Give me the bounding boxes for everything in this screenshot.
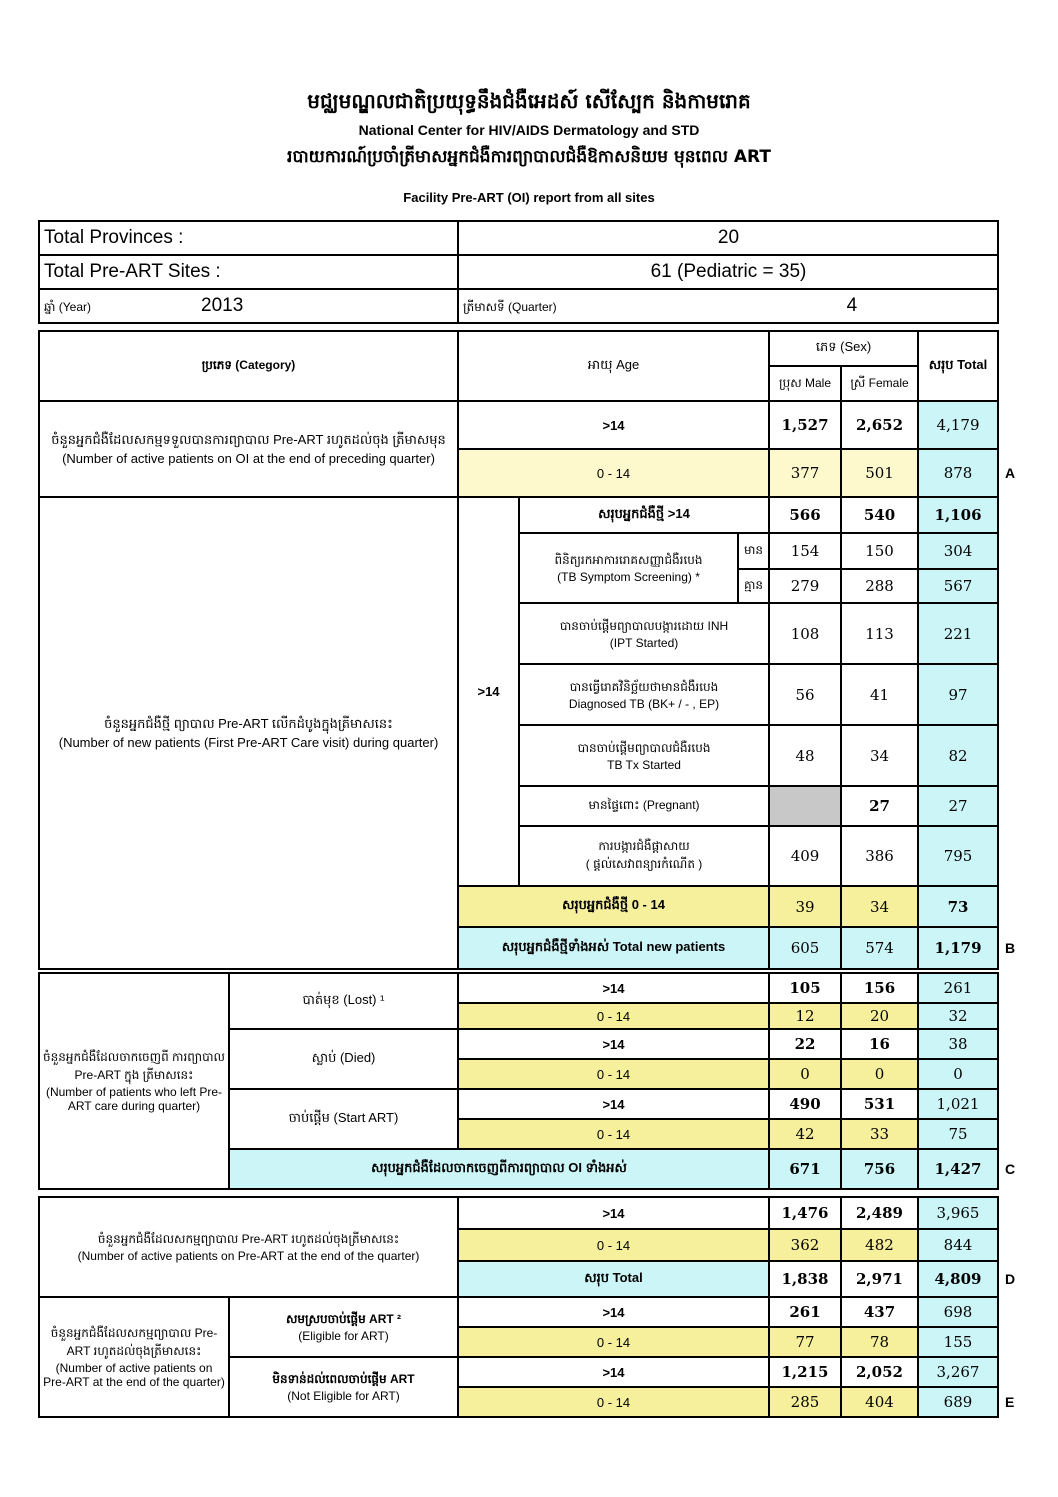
year-label: ឆ្នាំ (Year) (44, 300, 91, 314)
table-row: 0 - 14 377 501 878 A (39, 448, 1018, 498)
table-row: សរុបអ្នកជំងឺដែលចាកចេញពីការព្យាបាល OI ទាំ… (39, 1148, 1018, 1190)
group-label: បាត់មុខ (Lost) ¹ (228, 972, 459, 1030)
main-table: ប្រភេទ (Category) អាយុ Age ភេទ (Sex) សរុ… (37, 330, 1018, 970)
table-row: 0 - 14 12 20 32 (39, 1002, 1018, 1030)
table-row: បានចាប់ផ្តើមព្យាបាលបង្ការដោយ INH (IPT Sta… (39, 602, 1018, 665)
group-label: សមស្របចាប់ផ្តើម ART ² (Eligible for ART) (228, 1296, 459, 1358)
table-row: ចំនួនអ្នកជំងឺថ្មី ព្យាបាល Pre-ART លើកដំប… (37, 496, 1018, 970)
category-header: ប្រភេទ (Category) (37, 330, 460, 402)
provinces-label: Total Provinces : (38, 220, 459, 256)
table-row: ចំនួនអ្នកជំងឺដែលសកម្មព្យាបាល Pre-ART រហូ… (38, 1296, 1018, 1418)
sex-header: ភេទ (Sex) (768, 330, 920, 367)
section-c-table: ចំនួនអ្នកជំងឺដែលចាកចេញពី ការព្យាបាល Pre-… (38, 972, 1019, 1190)
kh-subtitle: របាយការណ៍ប្រចាំត្រីមាសអ្នកជំងឺការព្យាបាល… (287, 147, 771, 167)
table-row: បានធ្វើរោគវិនិច្ឆ័យថាមានជំងឺរបេង Diagnose… (39, 663, 1018, 726)
year-value: 2013 (201, 295, 244, 316)
group-label: មិនទាន់ដល់ពេលចាប់ផ្តើម ART (Not Eligible … (228, 1356, 459, 1418)
table-row: សរុបអ្នកជំងឺថ្មីទាំងអស់ Total new patien… (39, 926, 1018, 970)
provinces-value: 20 (457, 220, 999, 256)
table-row: មានផ្ទៃពោះ (Pregnant) 27 27 (39, 785, 1018, 827)
table-row: 0 - 14 77 78 155 (39, 1326, 1018, 1358)
quarter-value: 4 (846, 295, 858, 316)
group-label: ស្លាប់ (Died) (228, 1028, 459, 1090)
section-de-table: ចំនួនអ្នកជំងឺដែលសកម្មព្យាបាល Pre-ART រហូ… (38, 1196, 1019, 1418)
table-row: ចំនួនអ្នកជំងឺដែលសកម្មព្យាបាល Pre-ART រហូ… (38, 1196, 1018, 1298)
table-row: ពិនិត្យរកអាការរោគសញ្ញាជំងឺរបេង (TB Sympto… (39, 532, 1018, 604)
section-letter: E (1005, 1394, 1015, 1410)
table-row: ចំនួនអ្នកជំងឺដែលសកម្មទទួលបានការព្យាបាល P… (37, 400, 1018, 498)
section-c-label: ចំនួនអ្នកជំងឺដែលចាកចេញពី ការព្យាបាល Pre-… (38, 972, 230, 1190)
en-title: National Center for HIV/AIDS Dermatology… (358, 122, 700, 138)
sites-label: Total Pre-ART Sites : (38, 254, 459, 290)
quarter-cell: ត្រីមាសទី (Quarter) 4 (457, 288, 999, 324)
table-row: ចំនួនអ្នកជំងឺដែលចាកចេញពី ការព្យាបាល Pre-… (38, 972, 1018, 1190)
table-row: ការបង្ការជំងឺផ្តាសាយ( ផ្តល់សេវាពន្យារកំណ… (39, 825, 1018, 887)
year-cell: ឆ្នាំ (Year) 2013 (38, 288, 459, 324)
table-row: ស្លាប់ (Died) >14 22 16 38 (39, 1028, 1018, 1090)
group-label: ចាប់ផ្តើម (Start ART) (228, 1088, 459, 1150)
section-a-label: ចំនួនអ្នកជំងឺដែលសកម្មទទួលបានការព្យាបាល P… (37, 400, 460, 498)
table-row: បានចាប់ផ្តើមព្យាបាលជំងឺរបេង TB Tx Started… (39, 724, 1018, 787)
table-row: ចាប់ផ្តើម (Start ART) >14 490 531 1,021 (39, 1088, 1018, 1150)
table-row: មិនទាន់ដល់ពេលចាប់ផ្តើម ART (Not Eligible … (39, 1356, 1018, 1418)
empty-cell (768, 785, 843, 827)
section-letter: A (1005, 465, 1016, 481)
table-row: 0 - 14 0 0 0 (39, 1058, 1018, 1090)
quarter-label: ត្រីមាសទី (Quarter) (463, 300, 557, 314)
info-table: Total Provinces :20 Total Pre-ART Sites … (38, 220, 999, 324)
male-header: ប្រុស Male (768, 365, 843, 402)
section-d-label: ចំនួនអ្នកជំងឺដែលសកម្មព្យាបាល Pre-ART រហូ… (38, 1196, 459, 1298)
table-row: គ្មាន 279 288 567 (39, 568, 1018, 604)
table-row: សរុប Total 1,838 2,971 4,809 D (39, 1260, 1018, 1298)
section-letter: B (1005, 940, 1016, 956)
total-header: សរុប Total (917, 330, 1000, 402)
female-header: ស្រី Female (840, 365, 920, 402)
age-header: អាយុ Age (457, 330, 771, 402)
report-title: Facility Pre-ART (OI) report from all si… (403, 190, 655, 205)
table-row: 0 - 14 285 404 689 E (39, 1386, 1018, 1418)
section-e-label: ចំនួនអ្នកជំងឺដែលសកម្មព្យាបាល Pre-ART រហូ… (38, 1296, 230, 1418)
section-letter: C (1005, 1161, 1016, 1177)
table-row: សរុបអ្នកជំងឺថ្មី 0 - 14 39 34 73 (39, 885, 1018, 928)
sites-value: 61 (Pediatric = 35) (457, 254, 999, 290)
section-b-label: ចំនួនអ្នកជំងឺថ្មី ព្យាបាល Pre-ART លើកដំប… (37, 496, 460, 970)
section-letter: D (1005, 1271, 1016, 1287)
table-row: 0 - 14 42 33 75 (39, 1118, 1018, 1150)
kh-title: មជ្ឈមណ្ឌលជាតិប្រយុទ្ធនឹងជំងឺអេដស៍ សើស្បែ… (307, 89, 751, 113)
table-row: 0 - 14 362 482 844 (39, 1228, 1018, 1262)
